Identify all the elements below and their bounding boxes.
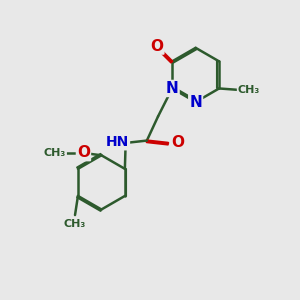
Text: N: N <box>189 94 202 110</box>
Text: CH₃: CH₃ <box>64 220 86 230</box>
Text: O: O <box>150 39 164 54</box>
Text: N: N <box>166 81 178 96</box>
Text: CH₃: CH₃ <box>238 85 260 95</box>
Text: HN: HN <box>106 135 129 149</box>
Text: CH₃: CH₃ <box>44 148 66 158</box>
Text: O: O <box>171 135 184 150</box>
Text: O: O <box>77 145 90 160</box>
